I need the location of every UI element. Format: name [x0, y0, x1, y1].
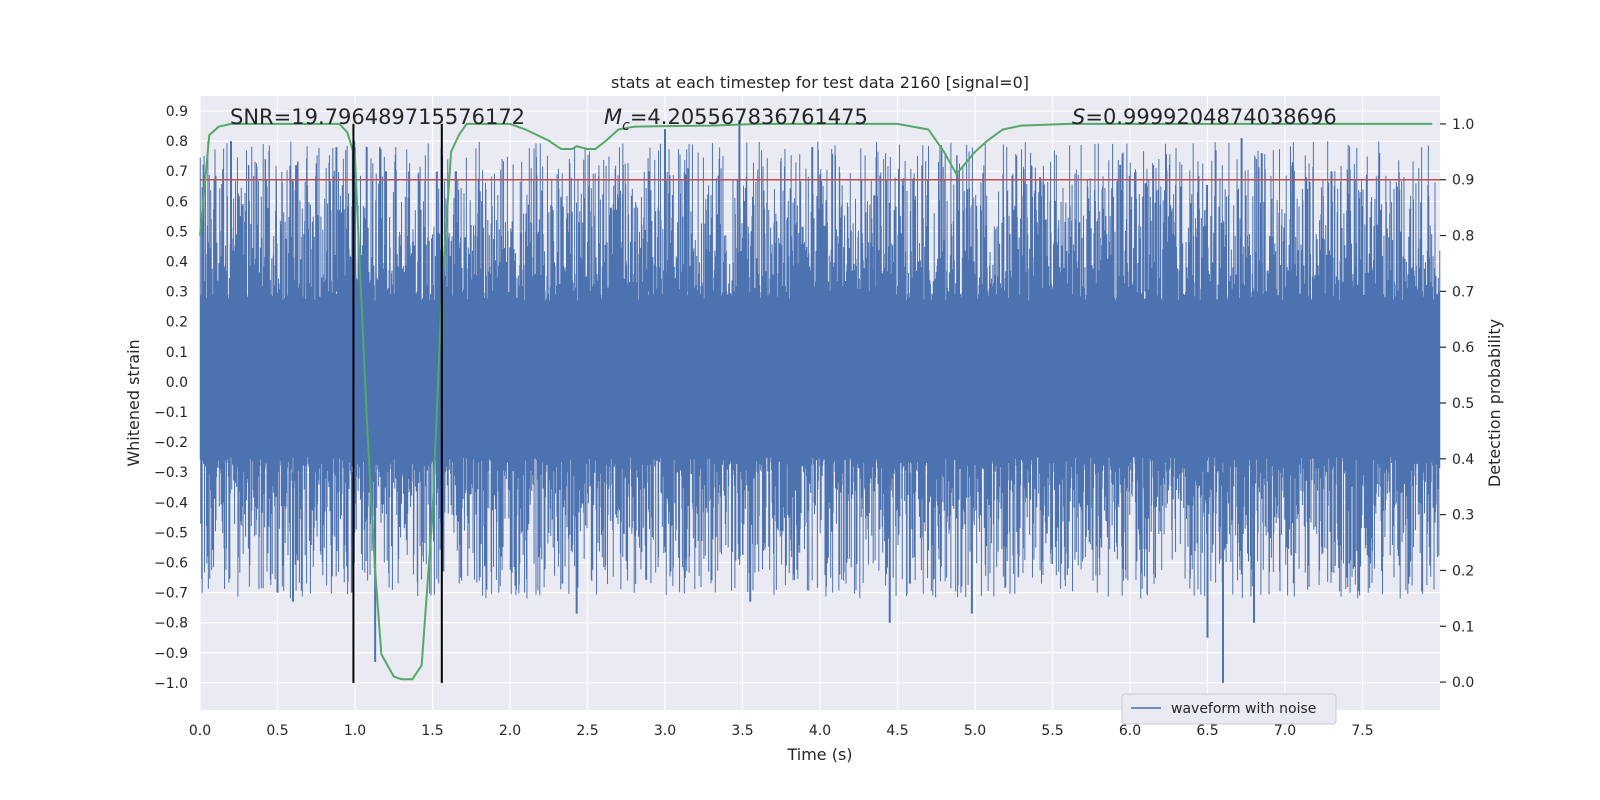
- x-axis-label: Time (s): [786, 745, 852, 764]
- x-tick-label: 2.0: [499, 723, 521, 739]
- left-y-tick-label: 0.3: [166, 285, 188, 301]
- left-y-tick-label: −0.2: [154, 435, 188, 451]
- x-tick-label: 4.0: [809, 723, 831, 739]
- right-y-tick-label: 0.7: [1452, 284, 1474, 300]
- x-tick-label: 5.5: [1041, 723, 1063, 739]
- right-y-tick-label: 0.1: [1452, 619, 1474, 635]
- right-y-tick-label: 0.6: [1452, 340, 1474, 356]
- snr-annotation: SNR=19.796489715576172: [230, 105, 525, 129]
- x-tick-label: 0.5: [266, 723, 288, 739]
- right-y-tick-label: 0.2: [1452, 563, 1474, 579]
- x-tick-label: 3.5: [731, 723, 753, 739]
- left-y-tick-label: −1.0: [154, 676, 188, 692]
- chirp-mass-value: =4.205567836761475: [630, 105, 868, 129]
- x-tick-label: 4.5: [886, 723, 908, 739]
- detection-window-lines: [352, 123, 443, 683]
- x-axis-ticks: 0.0 0.5 1.0 1.5 2.0 2.5 3.0 3.5 4.0 4.5 5.0 5.5 6.0 6…: [189, 723, 1374, 739]
- right-y-tick-label: 1.0: [1452, 117, 1474, 133]
- chirp-mass-annotation: Mc=4.205567836761475: [604, 105, 868, 134]
- score-value: =0.9999204874038696: [1085, 105, 1336, 129]
- legend-box: [1121, 693, 1337, 725]
- right-y-axis-ticks: 1.0 0.9 0.8 0.7 0.6 0.5 0.4 0.3 0.2 0.1 0.0: [1440, 117, 1474, 691]
- left-y-tick-label: −0.4: [154, 495, 188, 511]
- x-tick-label: 3.0: [654, 723, 676, 739]
- x-tick-label: 6.5: [1196, 723, 1218, 739]
- x-tick-label: 2.5: [576, 723, 598, 739]
- x-tick-label: 0.0: [189, 723, 211, 739]
- left-y-tick-label: 0.4: [166, 255, 188, 271]
- left-y-tick-label: −0.3: [154, 465, 188, 481]
- right-y-tick-label: 0.9: [1452, 173, 1474, 189]
- left-y-tick-label: 0.0: [166, 375, 188, 391]
- left-y-tick-label: −0.1: [154, 405, 188, 421]
- right-y-tick-label: 0.5: [1452, 396, 1474, 412]
- left-y-axis-label: Whitened strain: [124, 339, 143, 466]
- left-y-tick-label: −0.6: [154, 556, 188, 572]
- left-y-tick-label: 0.7: [166, 164, 188, 180]
- left-y-tick-label: 0.9: [166, 104, 188, 120]
- x-tick-label: 6.0: [1119, 723, 1141, 739]
- score-annotation: S=0.9999204874038696: [1072, 105, 1337, 129]
- left-y-tick-label: 0.5: [166, 224, 188, 240]
- left-y-tick-label: −0.9: [154, 646, 188, 662]
- left-y-tick-label: 0.8: [166, 134, 188, 150]
- strain-noise-body: [199, 141, 1441, 599]
- detection-probability-line: [199, 122, 1433, 681]
- x-tick-label: 7.5: [1351, 723, 1373, 739]
- x-tick-label: 1.5: [421, 723, 443, 739]
- right-y-tick-label: 0.0: [1452, 675, 1474, 691]
- right-y-tick-label: 0.3: [1452, 508, 1474, 524]
- right-y-tick-label: 0.8: [1452, 229, 1474, 245]
- legend-label: waveform with noise: [1171, 701, 1316, 717]
- x-tick-label: 1.0: [344, 723, 366, 739]
- left-y-axis-ticks: 0.9 0.8 0.7 0.6 0.5 0.4 0.3 0.2 0.1 0.0 −0.1 −0.2 −0…: [154, 104, 188, 692]
- legend: waveform with noise: [1121, 693, 1337, 725]
- left-y-tick-label: −0.5: [154, 525, 188, 541]
- left-y-tick-label: 0.2: [166, 315, 188, 331]
- left-y-tick-label: 0.1: [166, 345, 188, 361]
- score-symbol: S: [1072, 105, 1085, 129]
- right-y-tick-label: 0.4: [1452, 452, 1474, 468]
- waveform-with-noise-series: [199, 120, 1441, 683]
- x-tick-label: 5.0: [964, 723, 986, 739]
- chart-title: stats at each timestep for test data 216…: [611, 73, 1029, 92]
- right-y-axis-label: Detection probability: [1485, 319, 1504, 487]
- left-y-tick-label: 0.6: [166, 194, 188, 210]
- x-tick-label: 7.0: [1274, 723, 1296, 739]
- chirp-mass-symbol: M: [604, 105, 622, 129]
- left-y-tick-label: −0.7: [154, 586, 188, 602]
- left-y-tick-label: −0.8: [154, 616, 188, 632]
- chirp-mass-subscript: c: [622, 118, 630, 134]
